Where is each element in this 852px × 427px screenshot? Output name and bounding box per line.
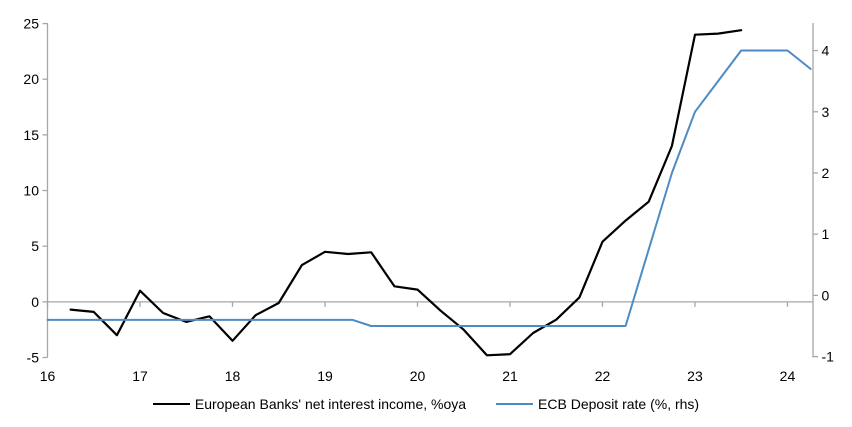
x-axis-tick-label: 21	[502, 368, 518, 384]
x-axis-tick-label: 18	[225, 368, 241, 384]
european-banks-nii-line	[69, 29, 743, 357]
x-axis-tick-label: 19	[317, 368, 333, 384]
x-axis-tick-label: 16	[40, 368, 56, 384]
chart-legend: European Banks' net interest income, %oy…	[0, 394, 852, 414]
right-axis-tick-label: 3	[822, 104, 830, 120]
legend-item-ecb-deposit-rate-line: ECB Deposit rate (%, rhs)	[496, 396, 699, 412]
left-axis-tick-label: 0	[31, 294, 39, 310]
left-axis-tick-label: 20	[23, 71, 39, 87]
x-axis-tick-label: 22	[595, 368, 611, 384]
x-axis-tick-label: 23	[687, 368, 703, 384]
ecb-deposit-rate-line	[46, 49, 812, 327]
left-axis-tick-label: 15	[23, 127, 39, 143]
legend-line-swatch	[152, 403, 190, 405]
legend-label: ECB Deposit rate (%, rhs)	[538, 396, 700, 412]
legend-label: European Banks' net interest income, %oy…	[194, 396, 467, 412]
left-axis-tick-label: -5	[27, 350, 40, 366]
x-axis-tick-label: 17	[132, 368, 148, 384]
left-axis-tick-label: 10	[23, 183, 39, 199]
legend-line-swatch	[496, 403, 534, 405]
right-axis-tick-label: 4	[822, 43, 830, 59]
right-axis-tick-label: 2	[822, 165, 830, 181]
left-axis-tick-label: 25	[23, 16, 39, 32]
right-axis-tick-label: -1	[822, 349, 835, 365]
legend-item-european-banks-nii-line: European Banks' net interest income, %oy…	[152, 396, 467, 412]
x-axis-tick-label: 24	[780, 368, 796, 384]
x-axis-tick-label: 20	[410, 368, 426, 384]
right-axis-tick-label: 1	[822, 226, 830, 242]
right-axis-tick-label: 0	[822, 287, 830, 303]
left-axis-tick-label: 5	[31, 238, 39, 254]
